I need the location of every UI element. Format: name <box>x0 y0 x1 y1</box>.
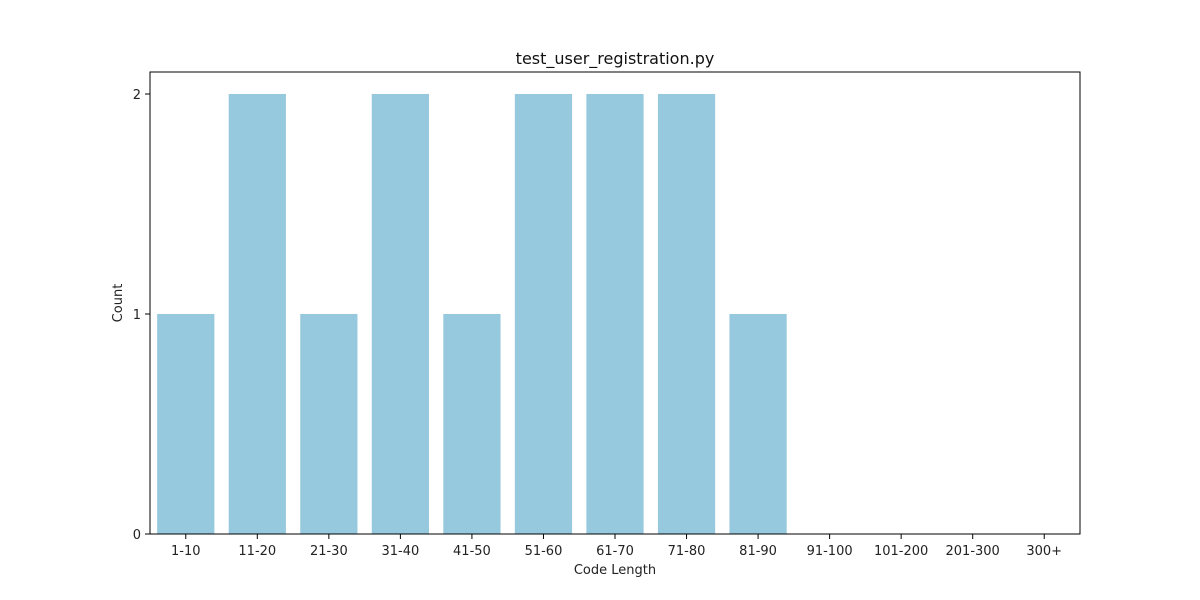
bar-61-70 <box>586 94 644 534</box>
x-tick-label: 71-80 <box>668 544 706 559</box>
y-tick-label: 2 <box>133 88 141 103</box>
y-tick-label: 1 <box>133 308 141 323</box>
x-tick-label: 201-300 <box>946 544 1000 559</box>
bar-31-40 <box>371 94 429 534</box>
chart-title: test_user_registration.py <box>516 49 715 69</box>
bars-group <box>157 94 787 534</box>
x-tick-label: 91-100 <box>807 544 853 559</box>
x-tick-label: 21-30 <box>310 544 348 559</box>
x-tick-label: 81-90 <box>739 544 777 559</box>
x-axis-label: Code Length <box>574 563 656 578</box>
x-tick-label: 61-70 <box>596 544 634 559</box>
x-tick-label: 101-200 <box>874 544 928 559</box>
bar-41-50 <box>443 314 501 534</box>
x-tick-label: 1-10 <box>171 544 201 559</box>
y-axis-label: Count <box>111 284 126 323</box>
x-tick-label: 51-60 <box>525 544 563 559</box>
bar-11-20 <box>228 94 286 534</box>
x-axis-ticks: 1-10 11-20 21-30 31-40 41-50 51-60 61-70 71-80 8… <box>171 534 1062 559</box>
bar-81-90 <box>729 314 787 534</box>
bar-71-80 <box>657 94 716 534</box>
y-tick-label: 0 <box>133 528 141 543</box>
bar-51-60 <box>514 94 573 534</box>
x-tick-label: 41-50 <box>453 544 491 559</box>
bar-21-30 <box>300 314 358 534</box>
x-tick-label: 31-40 <box>381 544 419 559</box>
x-tick-label: 300+ <box>1026 544 1062 559</box>
bar-1-10 <box>157 314 215 534</box>
y-axis-ticks: 0 1 2 <box>133 88 150 543</box>
x-tick-label: 11-20 <box>238 544 276 559</box>
